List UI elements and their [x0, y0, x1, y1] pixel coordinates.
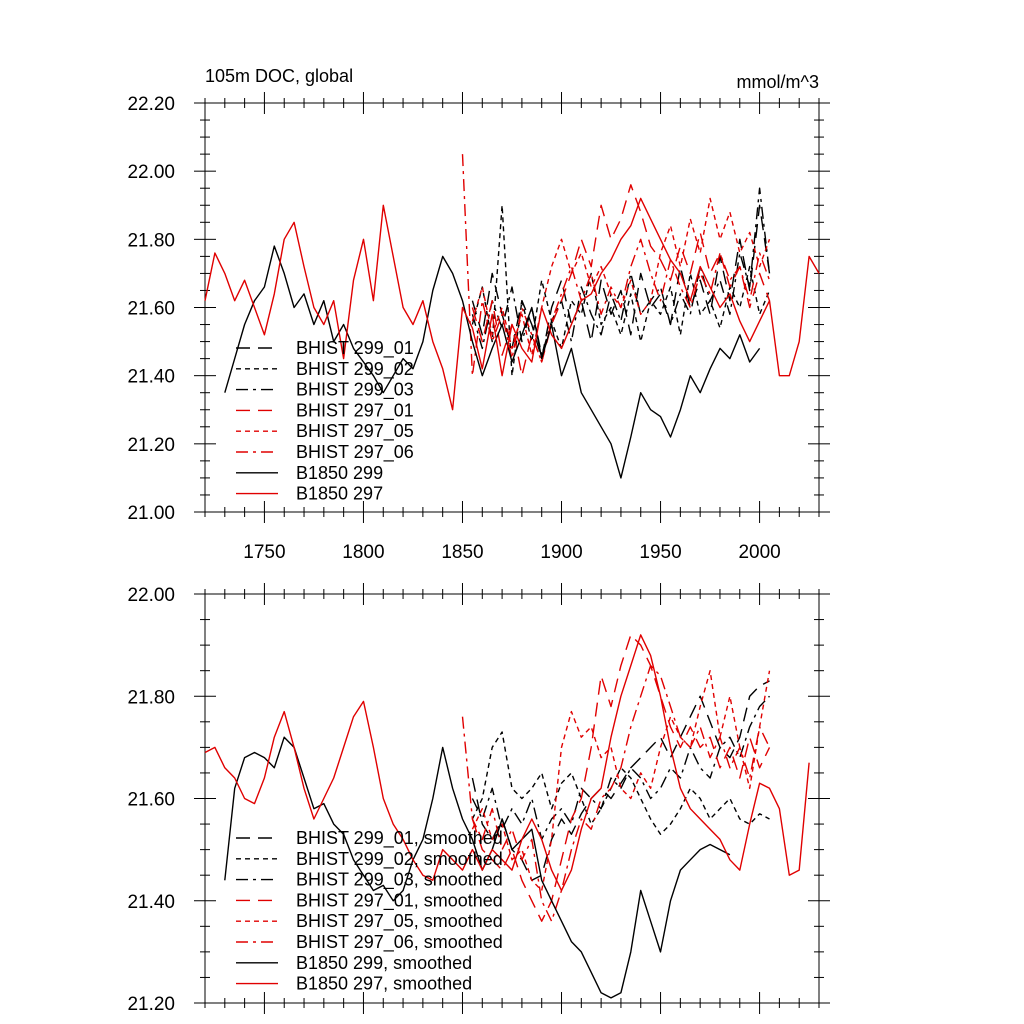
series-line [471, 204, 771, 377]
legend-label: BHIST 299_01, smoothed [296, 828, 503, 849]
y-tick-label: 21.20 [127, 994, 175, 1015]
x-tick-label: 1750 [243, 542, 285, 563]
x-tick-label: 1950 [639, 542, 681, 563]
series-line [204, 197, 820, 411]
bottom-axes: 21.20 21.40 21.60 21.80 22.00 [127, 583, 830, 1015]
bottom-panel: 21.20 21.40 21.60 21.80 22.00 BHIST 299_01, … [127, 583, 830, 1015]
series-line [471, 634, 771, 922]
legend-label: B1850 297, smoothed [296, 974, 472, 994]
series-line [461, 154, 771, 377]
legend-label: BHIST 299_03 [296, 380, 414, 401]
y-tick-label: 21.20 [127, 435, 175, 456]
series-line [471, 187, 771, 356]
y-tick-label: 21.00 [127, 503, 175, 524]
series-line [461, 664, 771, 922]
legend-label: B1850 299 [296, 463, 383, 483]
series-line [224, 245, 761, 479]
legend-label: B1850 299, smoothed [296, 953, 472, 973]
legend-label: BHIST 299_02 [296, 359, 414, 380]
bottom-series-group [204, 634, 810, 999]
y-tick-label: 21.40 [127, 892, 175, 913]
x-tick-label: 1800 [342, 542, 384, 563]
top-chart-units: mmol/m^3 [737, 72, 819, 92]
legend-label: BHIST 299_01 [296, 338, 414, 359]
y-tick-label: 21.40 [127, 367, 175, 388]
x-tick-label: 1900 [540, 542, 582, 563]
top-axes: 1750 1800 1850 1900 1950 2000 21.00 21.20 21.40 2… [127, 92, 830, 563]
legend-label: BHIST 297_06 [296, 442, 414, 463]
top-series-group [204, 154, 820, 479]
series-line [471, 731, 770, 835]
legend-label: BHIST 297_05, smoothed [296, 911, 503, 932]
x-tick-label: 2000 [738, 542, 780, 563]
y-tick-label: 22.20 [127, 94, 175, 115]
series-line [204, 634, 810, 892]
top-chart-title: 105m DOC, global [205, 66, 353, 86]
legend-label: BHIST 297_01, smoothed [296, 890, 503, 911]
y-tick-label: 21.80 [127, 230, 175, 251]
y-tick-label: 21.60 [127, 790, 175, 811]
top-panel: 105m DOC, global mmol/m^3 1750 1800 1850 19… [127, 66, 830, 563]
legend-label: BHIST 299_02, smoothed [296, 849, 503, 870]
y-tick-label: 22.00 [127, 162, 175, 183]
legend-label: BHIST 297_05 [296, 421, 414, 442]
legend-label: BHIST 299_03, smoothed [296, 870, 503, 891]
series-line [471, 695, 771, 841]
legend-label: BHIST 297_01 [296, 400, 414, 421]
x-tick-label: 1850 [441, 542, 483, 563]
legend-label: B1850 297 [296, 484, 383, 504]
y-tick-label: 21.60 [127, 299, 175, 320]
y-tick-label: 22.00 [127, 585, 175, 606]
legend-label: BHIST 297_06, smoothed [296, 932, 503, 953]
series-line [471, 670, 771, 892]
y-tick-label: 21.80 [127, 687, 175, 708]
series-line [224, 736, 731, 999]
